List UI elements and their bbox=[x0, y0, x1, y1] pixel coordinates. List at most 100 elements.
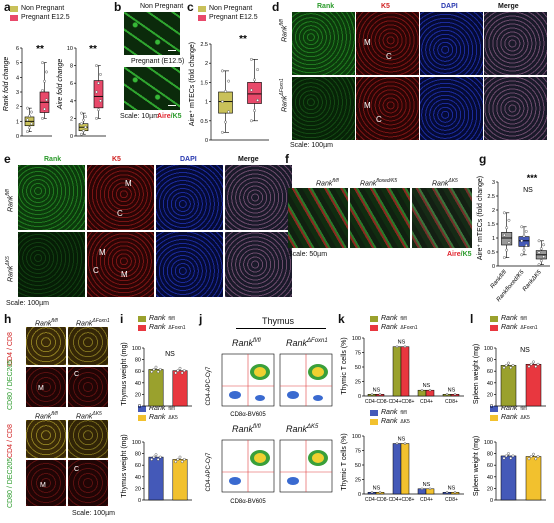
legend-swatch-red bbox=[138, 324, 146, 331]
panel-l-top-ns: NS bbox=[520, 347, 530, 354]
panel-d-k5-wt: M C bbox=[356, 12, 419, 75]
legend-swatch-blue bbox=[490, 405, 498, 412]
panel-a-rank-ylabel: Rank fold change bbox=[3, 57, 10, 112]
panel-j-col1-top: Rankfl/fl bbox=[232, 338, 261, 348]
y-tick-label: 25 bbox=[355, 478, 361, 484]
bar bbox=[148, 456, 164, 501]
panel-a-chart: Rank fold change 0 1 2 3 4 5 6 Aire fold chang… bbox=[3, 44, 106, 140]
panel-e-k5-ko: M C M bbox=[87, 232, 154, 297]
panel-c-ylabel: Aire⁺ mTECs (fold change) bbox=[189, 42, 196, 126]
panel-c-sig: ** bbox=[239, 34, 247, 45]
y-tick-label: 0 bbox=[138, 404, 141, 410]
y-tick-label: 75 bbox=[355, 351, 361, 357]
panel-e-k5-wt: M C bbox=[87, 165, 154, 230]
bar bbox=[392, 346, 402, 397]
y-tick-label: 40 bbox=[487, 381, 493, 387]
data-point bbox=[537, 251, 541, 255]
data-point bbox=[253, 109, 256, 112]
panel-h-img-5 bbox=[26, 420, 66, 458]
data-point bbox=[524, 230, 528, 233]
y-tick-label: 100 bbox=[132, 440, 141, 446]
y-tick-label: 3 bbox=[16, 90, 19, 96]
y-tick-label: 60 bbox=[487, 463, 493, 469]
legend-swatch-blue bbox=[138, 405, 146, 412]
legend-swatch-pregnant bbox=[10, 14, 18, 21]
panel-e-col-k5: K5 bbox=[112, 156, 121, 163]
data-point bbox=[527, 457, 531, 461]
y-tick-label: 0 bbox=[492, 264, 495, 270]
panel-i-top-chart: Thymus weight (mg) 0 20 40 60 80 100 NS bbox=[121, 342, 192, 410]
data-point bbox=[250, 88, 253, 92]
panel-g-ylabel: Aire⁺ mTECs (fold change) bbox=[477, 176, 484, 260]
panel-j-title: Thymus bbox=[262, 316, 295, 326]
legend-swatch-olive bbox=[490, 315, 498, 322]
data-point bbox=[227, 79, 230, 83]
data-point bbox=[84, 115, 87, 119]
panel-f-col3: RankΔK5 bbox=[432, 178, 458, 188]
data-point bbox=[180, 460, 184, 464]
data-point bbox=[395, 442, 399, 445]
y-tick-label: 80 bbox=[135, 452, 141, 458]
data-point bbox=[41, 61, 44, 65]
panel-c-legend: Non Pregnant Pregnant E12.5 bbox=[198, 4, 258, 22]
panel-e-col-rank: Rank bbox=[44, 156, 62, 163]
data-point bbox=[507, 218, 511, 222]
data-point bbox=[505, 226, 509, 230]
data-point bbox=[539, 247, 543, 251]
data-point bbox=[158, 368, 162, 371]
panel-l-letter: l bbox=[470, 312, 474, 326]
panel-l-legend-top: Rank fl/fl Rank ΔFoxn1 bbox=[490, 314, 538, 332]
data-point bbox=[28, 114, 31, 118]
x-tick-label: CD8+ bbox=[445, 399, 458, 405]
data-point bbox=[403, 345, 407, 348]
bar bbox=[500, 455, 517, 501]
data-point bbox=[536, 455, 540, 458]
panel-f-col1: Rankfl/fl bbox=[316, 178, 339, 188]
y-tick-label: 0 bbox=[358, 492, 361, 498]
panel-c-letter: c bbox=[187, 0, 194, 14]
y-tick-label: 2.5 bbox=[487, 194, 495, 200]
data-point bbox=[520, 253, 524, 257]
panel-d-dapi-ko bbox=[420, 77, 483, 140]
x-tick-label: RankΔK5 bbox=[522, 269, 543, 293]
panel-j-title-rule bbox=[236, 328, 326, 329]
data-point bbox=[529, 455, 533, 458]
data-point bbox=[156, 370, 160, 374]
data-point bbox=[154, 453, 158, 457]
panel-j-flow-top: CD4-APC-Cy7 CD8α-BV605 bbox=[206, 353, 333, 418]
data-point bbox=[45, 70, 48, 74]
panel-j-col1-bottom: Rankfl/fl bbox=[232, 424, 261, 434]
data-point bbox=[41, 117, 44, 120]
data-point bbox=[502, 256, 506, 260]
data-point bbox=[174, 371, 178, 375]
bar bbox=[525, 363, 542, 407]
panel-a-aire-ylabel: Aire fold change bbox=[57, 59, 64, 111]
panel-f-letter: f bbox=[285, 152, 289, 166]
panel-h-row2: CD80 / DEC205 bbox=[7, 359, 14, 410]
x-tick-label: CD4-CD8- bbox=[365, 399, 389, 405]
data-point bbox=[95, 64, 98, 67]
y-tick-label: 2 bbox=[205, 61, 208, 67]
bar bbox=[525, 456, 542, 501]
panel-h-img-2 bbox=[68, 327, 108, 365]
panel-j-bottom-ylabel: CD4-APC-Cy7 bbox=[206, 452, 212, 492]
panel-h-letter: h bbox=[4, 312, 12, 326]
data-point bbox=[41, 89, 44, 92]
y-tick-label: 6 bbox=[16, 46, 19, 52]
data-point bbox=[542, 243, 546, 247]
ns-label: NS bbox=[373, 387, 381, 393]
data-point bbox=[180, 371, 184, 375]
ns-label: NS bbox=[423, 482, 431, 488]
panel-e-row2-label: RankΔK5 bbox=[5, 256, 15, 282]
ns-label: NS bbox=[448, 485, 456, 491]
panel-l-top-plot: 0 20 40 60 80 100 bbox=[484, 346, 546, 410]
data-point bbox=[224, 120, 227, 124]
y-tick-label: 100 bbox=[352, 434, 361, 440]
legend-pregnant: Pregnant E12.5 bbox=[10, 13, 70, 22]
panel-l-legend-bottom: Rank fl/fl Rank ΔK5 bbox=[490, 404, 530, 422]
data-point bbox=[152, 368, 156, 371]
legend-swatch-red bbox=[370, 324, 378, 331]
panel-i-top-ylabel: Thymus weight (mg) bbox=[121, 342, 128, 405]
flow-cluster-core bbox=[254, 453, 266, 463]
data-point bbox=[502, 233, 506, 237]
